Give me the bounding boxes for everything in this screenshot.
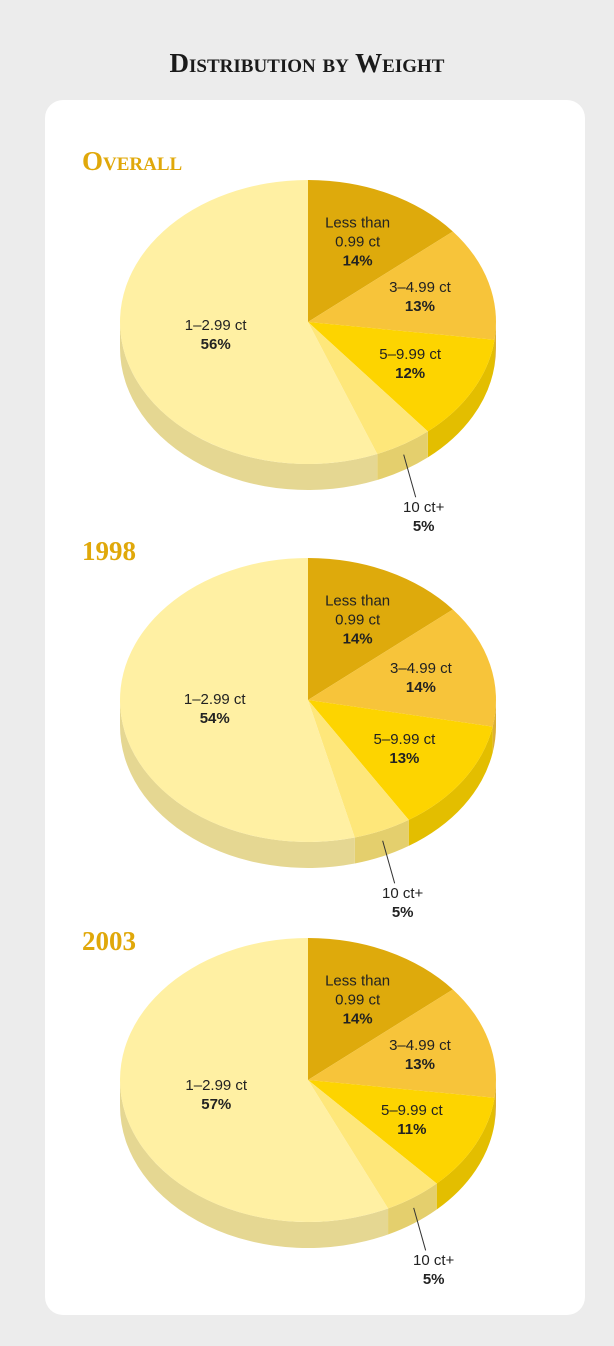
slice-side-shade bbox=[494, 1080, 496, 1124]
slice-category: 10 ct+ bbox=[413, 1252, 455, 1270]
slice-value: 5% bbox=[391, 904, 414, 922]
slice-side-shade bbox=[436, 1097, 495, 1210]
slice-label: 5–9.99 ct 12% bbox=[379, 345, 441, 383]
slice-category: Less than 0.99 ct bbox=[325, 592, 391, 629]
slice bbox=[308, 938, 453, 1080]
section-title: 1998 bbox=[82, 536, 136, 566]
slice-category: 10 ct+ bbox=[382, 885, 424, 903]
slice bbox=[308, 231, 496, 340]
slice-label: Less than 0.99 ct 14% bbox=[317, 592, 399, 649]
slice-label: 1–2.99 ct 57% bbox=[185, 1076, 247, 1114]
slice-category: 1–2.99 ct bbox=[183, 690, 246, 708]
slice-label: 3–4.99 ct 13% bbox=[389, 1036, 451, 1074]
slice-side-shade bbox=[408, 726, 493, 846]
slice-side bbox=[492, 700, 496, 753]
slice-side bbox=[427, 339, 495, 458]
slice-label: 3–4.99 ct 14% bbox=[390, 659, 452, 697]
section-title: Overall bbox=[82, 146, 182, 176]
slice-side bbox=[494, 1080, 496, 1124]
slice-label: 5–9.99 ct 13% bbox=[374, 730, 436, 768]
slice-category: 1–2.99 ct bbox=[185, 1077, 248, 1095]
slice bbox=[119, 938, 389, 1222]
slice bbox=[308, 700, 493, 820]
slice-category: Less than 0.99 ct bbox=[325, 214, 391, 251]
slice-value: 13% bbox=[389, 750, 420, 768]
slice-value: 14% bbox=[405, 679, 436, 697]
slice-side bbox=[377, 431, 428, 481]
slice bbox=[119, 558, 355, 842]
slice-category: 5–9.99 ct bbox=[373, 731, 436, 749]
slice-side-shade bbox=[120, 700, 355, 868]
slice-category: 5–9.99 ct bbox=[379, 346, 441, 364]
slice-value: 13% bbox=[404, 1056, 435, 1074]
slice-value: 5% bbox=[412, 518, 435, 536]
slice-value: 12% bbox=[395, 365, 426, 383]
slice-side bbox=[354, 819, 409, 864]
slice-value: 14% bbox=[342, 1010, 373, 1028]
slice-label: 10 ct+ 5% bbox=[403, 498, 444, 536]
slice-category: 5–9.99 ct bbox=[380, 1101, 443, 1119]
slice bbox=[308, 609, 496, 727]
slice bbox=[119, 180, 378, 465]
slice-value: 11% bbox=[397, 1120, 427, 1138]
slice bbox=[308, 989, 496, 1098]
slice-label: 10 ct+ 5% bbox=[382, 884, 423, 922]
slice-category: 10 ct+ bbox=[403, 499, 445, 517]
slice-value: 13% bbox=[404, 298, 435, 316]
slice-side-shade bbox=[354, 819, 409, 864]
slice-side-shade bbox=[492, 700, 496, 753]
slice-value: 54% bbox=[199, 709, 230, 727]
slice-side bbox=[436, 1097, 495, 1210]
slice-category: 3–4.99 ct bbox=[389, 1037, 451, 1055]
slice-category: 1–2.99 ct bbox=[184, 317, 247, 335]
slice-side bbox=[388, 1183, 437, 1235]
slice-category: Less than 0.99 ct bbox=[325, 972, 391, 1009]
slice bbox=[308, 322, 428, 455]
leader-line bbox=[382, 840, 396, 884]
slice-label: Less than 0.99 ct 14% bbox=[317, 972, 399, 1029]
leader-line bbox=[403, 454, 417, 498]
slice-side-shade bbox=[494, 322, 496, 366]
slice-value: 14% bbox=[342, 252, 373, 270]
slice bbox=[308, 700, 409, 838]
slice-side bbox=[120, 700, 355, 868]
slice bbox=[308, 1080, 495, 1184]
slice-value: 5% bbox=[422, 1271, 445, 1289]
slice-label: 5–9.99 ct 11% bbox=[381, 1101, 443, 1139]
slice-label: 1–2.99 ct 54% bbox=[184, 690, 246, 728]
slice-value: 56% bbox=[200, 336, 231, 354]
slice-side-shade bbox=[377, 431, 428, 481]
page-title: Distribution by Weight bbox=[170, 48, 445, 78]
slice-value: 57% bbox=[201, 1096, 232, 1114]
slice bbox=[308, 1080, 437, 1209]
slice bbox=[308, 180, 453, 322]
slice-label: Less than 0.99 ct 14% bbox=[317, 214, 399, 271]
slice-side-shade bbox=[388, 1183, 437, 1235]
leader-line bbox=[413, 1207, 427, 1251]
slice-side bbox=[408, 726, 493, 846]
section-title: 2003 bbox=[82, 926, 136, 956]
slice-side-shade bbox=[427, 339, 495, 458]
slice-side-shade bbox=[119, 1080, 389, 1248]
slice-category: 3–4.99 ct bbox=[389, 279, 451, 297]
slice-side bbox=[120, 322, 378, 490]
slice-label: 1–2.99 ct 56% bbox=[185, 316, 247, 354]
slice bbox=[308, 558, 453, 700]
slice-label: 3–4.99 ct 13% bbox=[389, 278, 451, 316]
slice-side bbox=[494, 322, 496, 366]
slice-value: 14% bbox=[342, 630, 373, 648]
slice bbox=[308, 322, 495, 432]
slice-side-shade bbox=[120, 322, 378, 490]
slice-category: 3–4.99 ct bbox=[390, 660, 452, 678]
slice-label: 10 ct+ 5% bbox=[413, 1251, 454, 1289]
slice-side bbox=[119, 1080, 389, 1248]
